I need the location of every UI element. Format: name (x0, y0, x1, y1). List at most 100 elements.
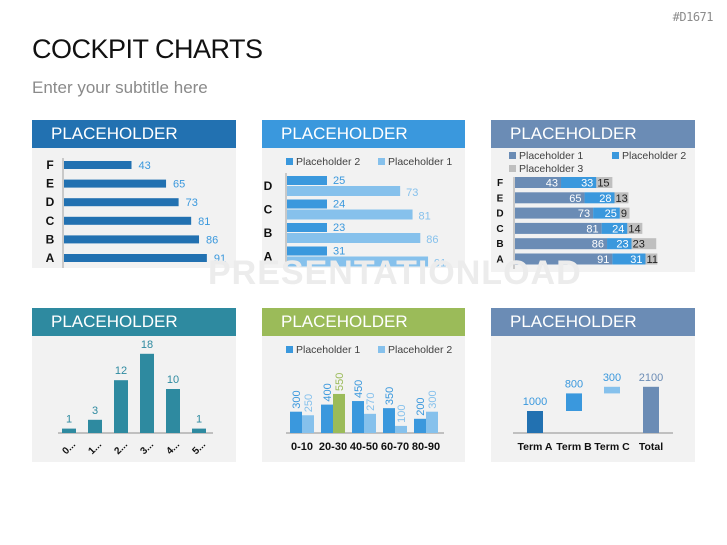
stacked-segment (515, 238, 608, 250)
data-label: 73 (578, 208, 590, 220)
bar (287, 246, 327, 256)
data-label: 100 (396, 405, 408, 423)
category-label: D (496, 209, 503, 220)
stacked-segment (627, 222, 643, 234)
bar (64, 179, 167, 188)
panel-title: PLACEHOLDER (32, 120, 236, 148)
stacked-segment (614, 192, 629, 204)
bar (62, 428, 76, 433)
bar (64, 198, 179, 207)
bar (290, 411, 302, 433)
legend-swatch (378, 158, 385, 165)
waterfall-chart: 1000 Term A 800 Term B 300 Term C 2100 Total (513, 372, 673, 453)
data-label: 31 (630, 254, 642, 266)
legend-swatch (378, 346, 385, 353)
category-label: 80-90 (412, 441, 440, 453)
category-label: F (46, 158, 53, 172)
waterfall-bar (604, 386, 620, 394)
panel-title: PLACEHOLDER (491, 120, 695, 148)
data-label: 91 (214, 253, 226, 265)
data-label: 81 (198, 216, 210, 228)
bar (333, 393, 345, 433)
horizontal-bar-chart: F 43 E 65 D 73 C 81 B 86 A 91 (46, 158, 226, 268)
data-label: 550 (334, 373, 346, 391)
bar (321, 404, 333, 433)
category-label: D (46, 195, 55, 209)
category-label: Term C (594, 441, 630, 453)
data-label: 2100 (639, 372, 663, 384)
bar (64, 161, 132, 169)
data-label: 91 (434, 258, 446, 269)
category-label: 2... (112, 439, 130, 457)
bar (287, 199, 327, 209)
data-label: 350 (384, 387, 396, 405)
stacked-segment (631, 238, 657, 250)
legend-swatch (286, 158, 293, 165)
legend-label: Placeholder 3 (519, 163, 583, 175)
stacked-segment (515, 222, 602, 234)
data-label: 9 (621, 208, 627, 220)
panel-column-chart: PLACEHOLDER 1 0... 3 1... 12 2... 18 3... 10 4...… (32, 308, 236, 462)
category-label: A (46, 251, 55, 265)
category-label: A (264, 250, 273, 264)
stacked-segment (515, 177, 562, 188)
waterfall-bar (527, 411, 543, 433)
bar (88, 419, 102, 433)
data-label: 86 (426, 234, 438, 246)
stacked-segment (515, 253, 613, 265)
legend-label: Placeholder 1 (388, 156, 452, 168)
data-label: 1 (66, 414, 72, 426)
data-label: 14 (628, 223, 640, 235)
bar (287, 223, 327, 232)
data-label: 73 (186, 197, 198, 209)
data-label: 800 (565, 378, 583, 390)
panel-title: PLACEHOLDER (262, 308, 465, 336)
bar (64, 254, 207, 262)
data-label: 86 (592, 239, 604, 251)
category-label: 4... (164, 439, 182, 457)
data-label: 25 (605, 208, 617, 220)
legend-label: Placeholder 2 (622, 150, 686, 162)
bar (364, 413, 376, 433)
data-label: 1000 (523, 396, 547, 408)
category-label: 60-70 (381, 441, 409, 453)
page-title: COCKPIT CHARTS (32, 34, 263, 64)
bar (287, 209, 413, 220)
data-label: 24 (333, 199, 345, 211)
data-label: 73 (406, 187, 418, 199)
waterfall-bar (566, 393, 582, 411)
legend-label: Placeholder 1 (519, 150, 583, 162)
data-label: 18 (141, 339, 153, 351)
data-label: 81 (586, 223, 598, 235)
bar (287, 186, 401, 196)
category-label: C (264, 203, 273, 217)
data-label: 12 (115, 365, 127, 377)
bar (302, 415, 314, 433)
bar (287, 256, 429, 267)
data-label: 250 (303, 394, 315, 412)
stacked-segment (515, 192, 585, 204)
data-label: 23 (333, 222, 345, 234)
category-label: 0... (60, 439, 78, 457)
category-label: 5... (190, 439, 208, 457)
bar (287, 233, 421, 243)
data-label: 65 (569, 193, 581, 205)
category-label: E (497, 193, 504, 204)
bar (166, 389, 180, 433)
stacked-segment (593, 207, 620, 219)
category-label: 20-30 (319, 441, 347, 453)
stacked-segment (612, 253, 646, 265)
data-label: 65 (173, 179, 185, 191)
legend-swatch (286, 346, 293, 353)
category-label: 40-50 (350, 441, 378, 453)
data-label: 450 (353, 380, 365, 398)
legend-swatch (509, 152, 516, 159)
data-label: 1 (196, 414, 202, 426)
bar (64, 216, 192, 225)
stacked-segment (596, 177, 613, 188)
stacked-bar-chart: Placeholder 1 Placeholder 2 Placeholder 3 F… (496, 150, 686, 269)
data-label: 43 (139, 160, 151, 172)
data-label: 33 (581, 178, 593, 190)
legend-label: Placeholder 1 (296, 344, 360, 356)
